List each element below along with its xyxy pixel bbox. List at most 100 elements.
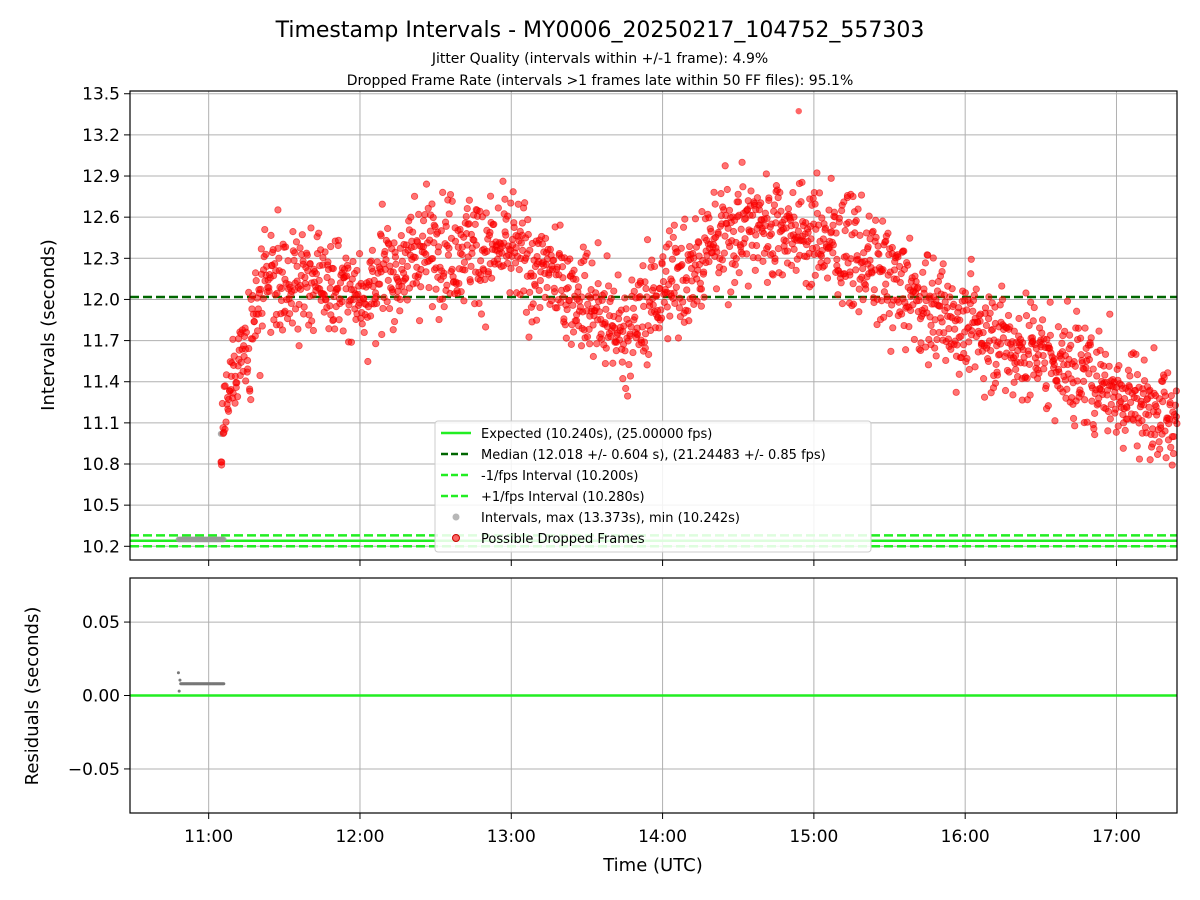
residual-point — [178, 678, 182, 682]
dropped-frame-point — [1012, 365, 1020, 374]
dropped-frame-point — [869, 227, 877, 235]
dropped-frame-point — [965, 365, 973, 374]
dropped-frame-point — [577, 293, 586, 301]
dropped-frame-point — [932, 352, 940, 360]
dropped-frame-point — [1135, 455, 1144, 463]
dropped-frame-point — [389, 268, 397, 276]
dropped-frame-point — [1121, 426, 1129, 434]
dropped-frame-point — [428, 303, 437, 311]
dropped-frame-point — [1106, 310, 1114, 318]
dropped-frame-point — [668, 277, 676, 285]
dropped-frame-point — [430, 239, 438, 247]
dropped-frame-point — [808, 280, 816, 288]
dropped-frame-point — [859, 265, 867, 273]
dropped-frame-point — [610, 287, 618, 295]
dropped-frame-point — [813, 169, 821, 177]
dropped-frame-point — [1155, 438, 1163, 446]
dropped-frame-point — [602, 344, 610, 352]
dropped-frame-point — [939, 260, 947, 268]
dropped-frame-point — [807, 235, 815, 243]
dropped-frame-point — [518, 219, 526, 227]
dropped-frame-point — [428, 200, 436, 208]
dropped-frame-point — [657, 314, 666, 322]
dropped-frame-point — [955, 370, 963, 378]
x-tick-label: 14:00 — [638, 827, 687, 847]
dropped-frame-point — [986, 309, 994, 317]
dropped-frame-point — [334, 236, 343, 244]
dropped-frame-point — [731, 261, 739, 269]
dropped-frame-point — [1005, 368, 1013, 376]
dropped-frame-point — [426, 227, 435, 235]
dropped-frame-point — [303, 251, 311, 259]
dropped-frame-point — [1001, 386, 1010, 395]
legend-intervals-marker — [452, 513, 460, 521]
dropped-frame-point — [1161, 392, 1169, 400]
dropped-frame-point — [603, 252, 611, 260]
dropped-frame-point — [385, 304, 394, 313]
dropped-frame-point — [559, 293, 567, 301]
dropped-frame-point — [1138, 417, 1146, 425]
dropped-frame-point — [536, 303, 544, 312]
dropped-frame-point — [754, 254, 762, 262]
dropped-frame-point — [277, 284, 286, 293]
dropped-frame-point — [326, 302, 334, 310]
dropped-frame-point — [1038, 316, 1047, 324]
dropped-frame-point — [398, 257, 406, 265]
dropped-frame-point — [583, 333, 592, 341]
dropped-frame-point — [442, 222, 450, 230]
dropped-frame-point — [1063, 297, 1072, 305]
dropped-frame-point — [546, 245, 554, 253]
dropped-frame-point — [776, 188, 784, 197]
dropped-frame-point — [987, 347, 995, 355]
dropped-frame-point — [641, 278, 649, 286]
dropped-frame-point — [565, 296, 573, 304]
dropped-frame-point — [327, 243, 335, 251]
dropped-frame-point — [724, 301, 732, 309]
dropped-frame-point — [734, 198, 743, 206]
dropped-frame-point — [790, 213, 798, 221]
dropped-frame-point — [390, 317, 399, 326]
dropped-frame-point — [451, 237, 460, 245]
dropped-frame-point — [963, 354, 971, 363]
dropped-frame-point — [486, 192, 495, 200]
dropped-frame-point — [917, 339, 925, 347]
dropped-frame-point — [914, 283, 922, 291]
dropped-frame-point — [265, 287, 273, 295]
dropped-frame-point — [729, 227, 738, 236]
dropped-frame-point — [583, 249, 591, 257]
legend-median-label: Median (12.018 +/- 0.604 s), (21.24483 +… — [481, 448, 826, 463]
dropped-frame-point — [1046, 298, 1054, 306]
dropped-frame-point — [1104, 427, 1112, 435]
dropped-frame-point — [789, 188, 797, 197]
dropped-frame-point — [294, 325, 302, 333]
dropped-frame-point — [531, 282, 539, 290]
dropped-frame-point — [422, 250, 430, 258]
dropped-frame-point — [415, 210, 423, 218]
dropped-frame-point — [707, 227, 715, 236]
dropped-frame-point — [560, 315, 568, 323]
dropped-frame-point — [643, 361, 651, 369]
top-y-tick-label: 13.5 — [82, 85, 120, 105]
dropped-frame-point — [885, 310, 893, 318]
dropped-frame-point — [1149, 440, 1157, 448]
dropped-frame-point — [669, 233, 677, 241]
dropped-frame-point — [1027, 298, 1035, 306]
dropped-frame-point — [721, 162, 729, 170]
dropped-frame-point — [675, 304, 684, 312]
dropped-frame-point — [812, 244, 820, 252]
dropped-frame-point — [607, 294, 615, 302]
dropped-frame-point — [1126, 372, 1134, 380]
dropped-frame-point — [1150, 344, 1158, 352]
dropped-frame-point — [246, 387, 254, 395]
dropped-frame-point — [353, 266, 361, 275]
dropped-frame-point — [671, 299, 679, 307]
dropped-frame-point — [829, 249, 837, 257]
dropped-frame-point — [601, 359, 609, 368]
dropped-frame-point — [1077, 351, 1085, 359]
dropped-frame-point — [443, 281, 451, 289]
dropped-frame-point — [471, 220, 479, 228]
top-y-tick-label: 11.1 — [82, 414, 120, 434]
top-axes-frame — [129, 90, 1178, 561]
dropped-frame-point — [437, 227, 445, 235]
